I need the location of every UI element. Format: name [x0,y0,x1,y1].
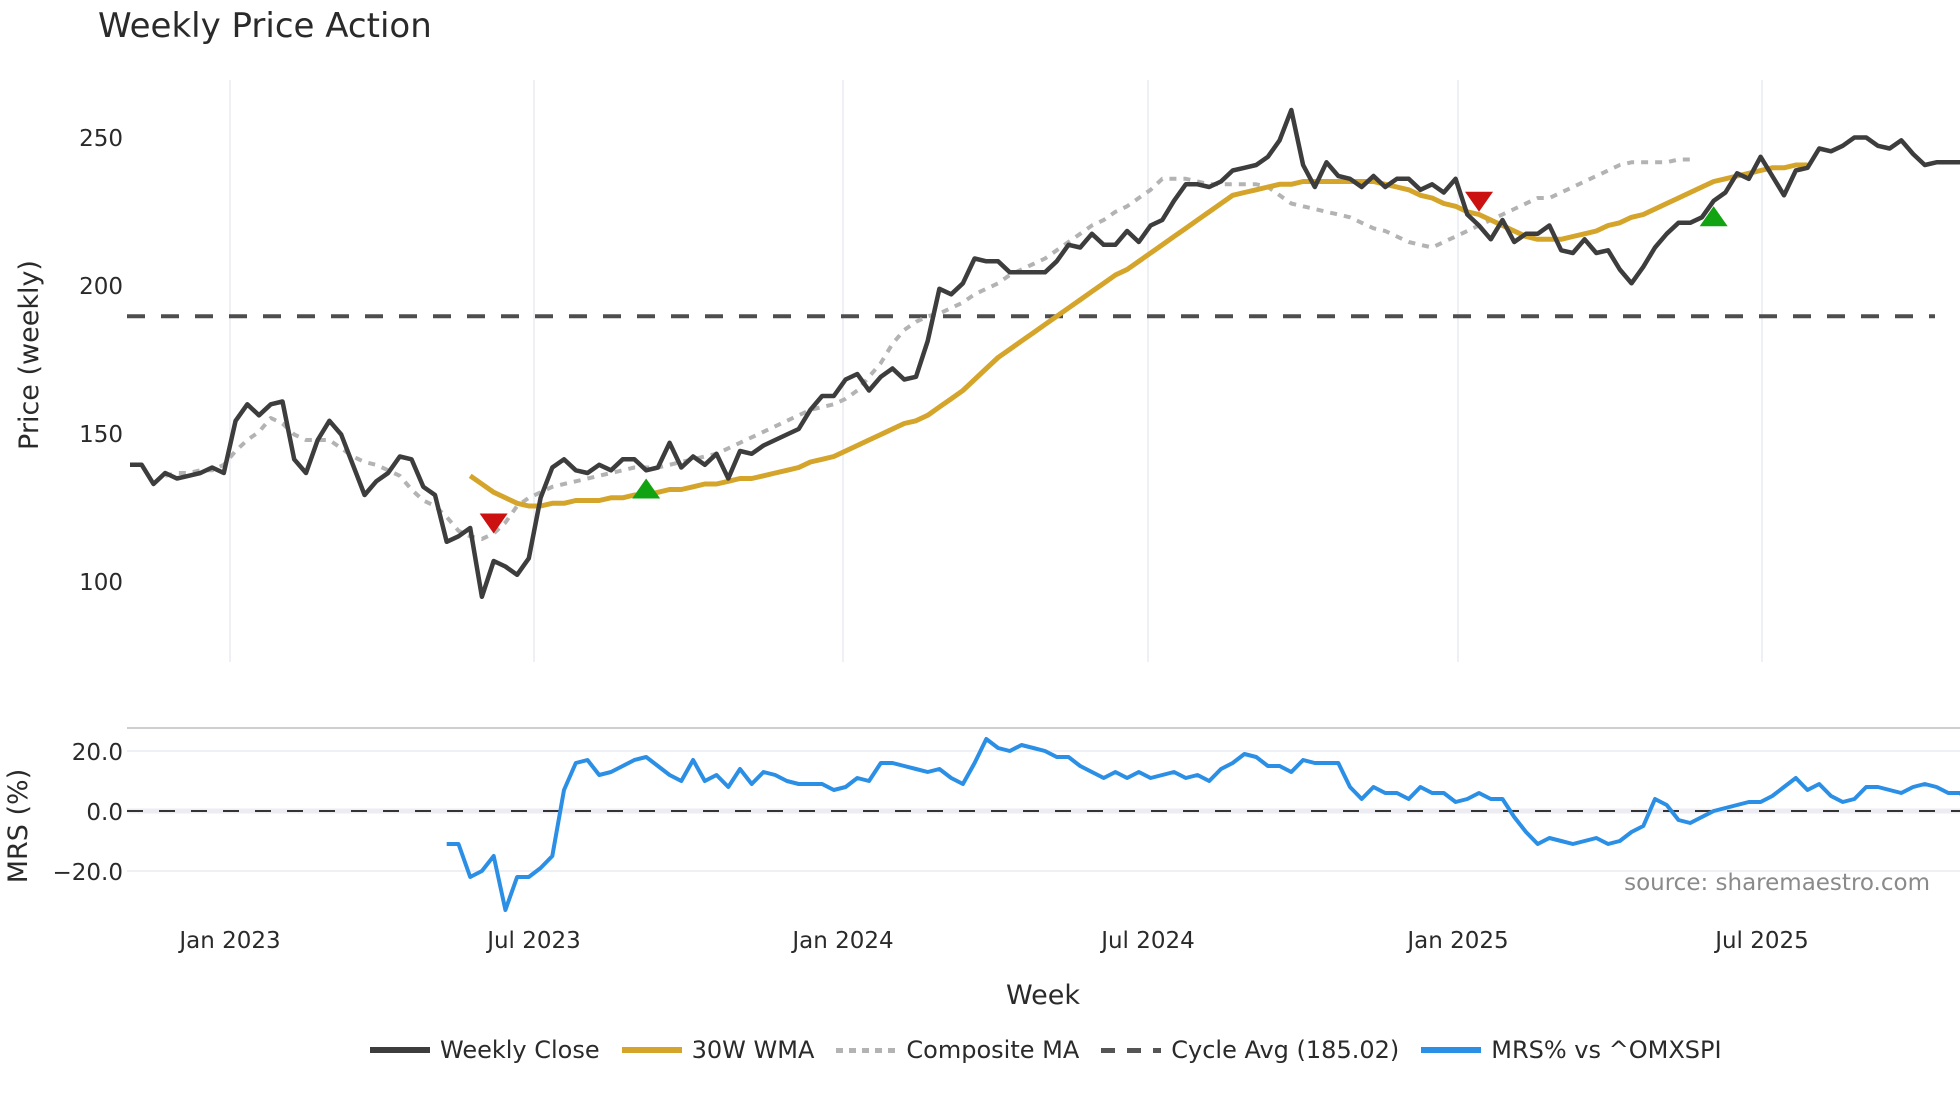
wma-30w-line [468,162,1808,509]
composite-ma-line [164,157,1691,541]
legend-label: 30W WMA [691,1036,815,1064]
legend-label: Weekly Close [440,1036,600,1064]
x-axis: Jan 2023 Jul 2023 Jan 2024 Jul 2024 Jan … [177,928,1808,954]
legend-label: MRS% vs ^OMXSPI [1491,1036,1722,1064]
buy-signal-marker [632,478,661,499]
legend-item[interactable]: Composite MA [836,1036,1079,1064]
mrs-tick: 0.0 [86,800,123,826]
source-note: source: sharemaestro.com [1624,870,1930,896]
legend-swatch [836,1047,897,1053]
mrs-y-axis: 20.0 0.0 −20.0 [53,740,123,886]
x-axis-label: Week [1006,980,1080,1011]
x-tick: Jan 2023 [177,928,280,954]
x-tick: Jan 2024 [790,928,893,954]
legend-label: Cycle Avg (185.02) [1171,1036,1400,1064]
sell-signal-marker [479,513,508,534]
price-tick: 250 [79,126,123,152]
x-tick: Jul 2023 [485,928,581,954]
legend-swatch [370,1047,430,1053]
weekly-close-line [130,107,1960,600]
legend-item[interactable]: 30W WMA [621,1036,815,1064]
mrs-y-label: MRS (%) [3,769,34,884]
legend-item[interactable]: Cycle Avg (185.02) [1101,1036,1399,1064]
x-tick: Jul 2024 [1099,928,1195,954]
legend-item[interactable]: MRS% vs ^OMXSPI [1421,1036,1722,1064]
x-tick: Jan 2025 [1405,928,1508,954]
legend-item[interactable]: Weekly Close [370,1036,600,1064]
price-tick: 200 [79,274,123,300]
legend-swatch [1421,1047,1482,1053]
legend: Weekly Close 30W WMA Composite MA Cycle Avg… [370,1036,1744,1064]
price-tick: 100 [79,570,123,596]
mrs-tick: −20.0 [53,860,123,886]
price-tick: 150 [79,422,123,448]
grid-lines [127,80,1960,872]
plot-series [127,107,1960,912]
sell-signal-marker [1465,191,1494,212]
x-tick: Jul 2025 [1713,928,1809,954]
legend-label: Composite MA [906,1036,1080,1064]
buy-signal-marker [1699,206,1728,227]
price-y-axis: 250 200 150 100 [79,126,123,596]
legend-swatch [621,1047,682,1053]
mrs-tick: 20.0 [72,740,123,766]
chart-title: Weekly Price Action [98,6,432,46]
mrs-line [446,737,1960,912]
legend-swatch [1101,1047,1162,1053]
price-y-label: Price (weekly) [14,260,45,450]
